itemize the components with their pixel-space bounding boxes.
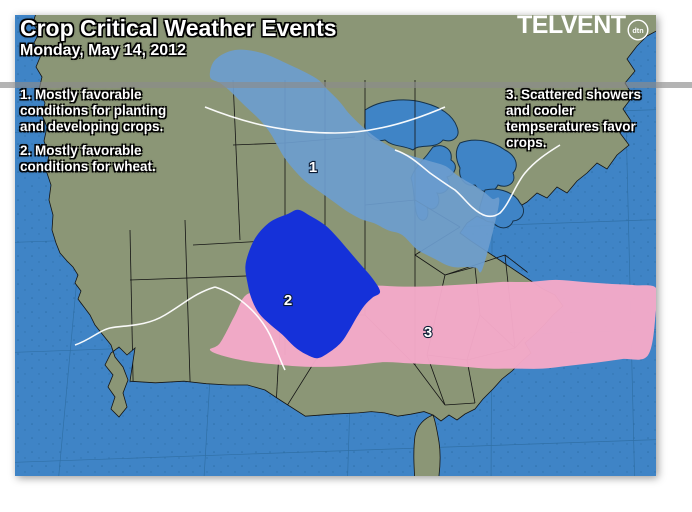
svg-text:1: 1 — [309, 159, 317, 176]
svg-text:3: 3 — [424, 324, 432, 341]
svg-text:2: 2 — [284, 292, 292, 309]
svg-text:dtn: dtn — [632, 26, 643, 35]
